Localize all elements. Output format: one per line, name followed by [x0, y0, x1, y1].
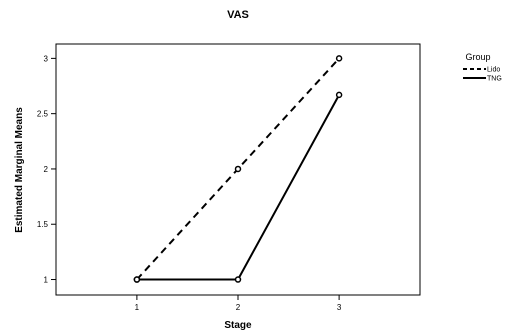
series-layer	[133, 55, 343, 283]
x-tick-label: 2	[236, 303, 241, 312]
y-axis: 1 1.5 2 2.5 3	[37, 54, 56, 285]
legend-title: Group	[465, 52, 490, 62]
x-axis: 1 2 3	[135, 295, 342, 312]
legend-label-tng: TNG	[487, 76, 502, 83]
legend: Group Lido TNG	[463, 52, 502, 83]
x-tick-label: 1	[135, 303, 140, 312]
y-tick-label: 1	[44, 276, 49, 285]
chart-title: VAS	[227, 9, 249, 21]
series-line-tng	[136, 94, 340, 281]
y-tick-label: 2.5	[37, 110, 49, 119]
data-point-tng	[133, 276, 141, 283]
x-tick-label: 3	[337, 303, 342, 312]
y-axis-label: Estimated Marginal Means	[14, 107, 25, 233]
data-point-lido	[234, 165, 242, 173]
legend-label-lido: Lido	[487, 67, 500, 74]
y-tick-label: 2	[44, 165, 49, 174]
data-point-tng	[335, 91, 343, 99]
data-point-lido	[335, 55, 343, 62]
y-tick-label: 3	[44, 54, 49, 63]
y-tick-label: 1.5	[37, 220, 49, 229]
data-point-tng	[234, 276, 242, 283]
x-axis-label: Stage	[224, 320, 252, 331]
